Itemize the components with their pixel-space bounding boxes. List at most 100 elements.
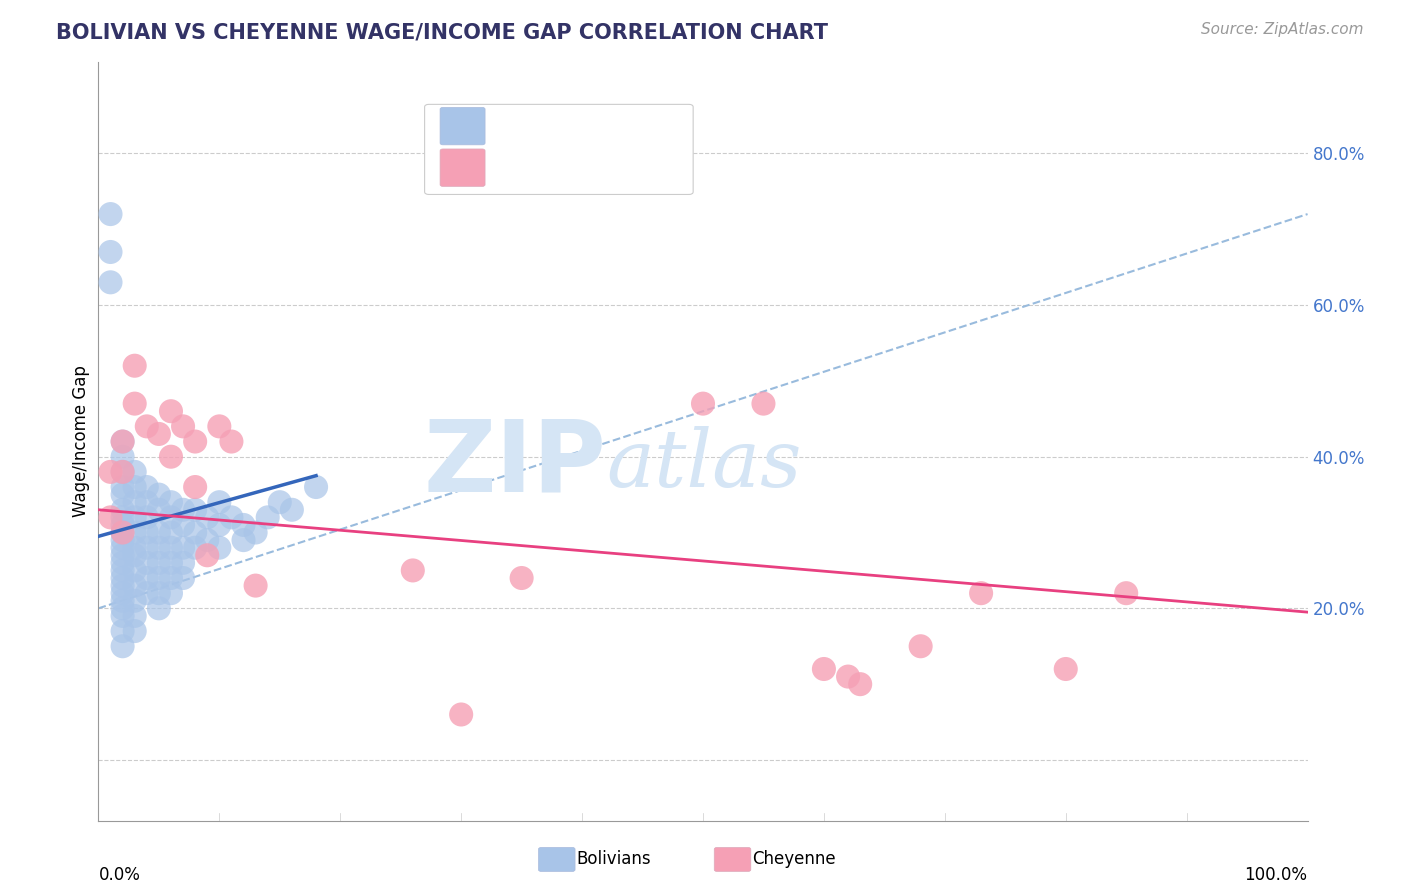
- Point: [160, 571, 183, 585]
- Text: Cheyenne: Cheyenne: [752, 850, 835, 868]
- Point: [184, 480, 207, 494]
- Point: [148, 571, 170, 585]
- Text: -0.213: -0.213: [534, 153, 599, 171]
- Text: 81: 81: [643, 118, 668, 136]
- Point: [111, 525, 134, 540]
- Point: [124, 495, 146, 509]
- Y-axis label: Wage/Income Gap: Wage/Income Gap: [72, 366, 90, 517]
- Point: [172, 571, 194, 585]
- Point: [124, 548, 146, 563]
- Point: [148, 601, 170, 615]
- Point: [124, 609, 146, 624]
- Point: [100, 510, 122, 524]
- Text: Bolivians: Bolivians: [576, 850, 651, 868]
- Point: [111, 450, 134, 464]
- Point: [184, 525, 207, 540]
- Point: [160, 495, 183, 509]
- Text: BOLIVIAN VS CHEYENNE WAGE/INCOME GAP CORRELATION CHART: BOLIVIAN VS CHEYENNE WAGE/INCOME GAP COR…: [56, 22, 828, 42]
- Point: [752, 396, 775, 410]
- Point: [124, 510, 146, 524]
- Point: [111, 517, 134, 532]
- Point: [160, 510, 183, 524]
- Point: [232, 533, 254, 548]
- Point: [184, 434, 207, 449]
- Point: [172, 419, 194, 434]
- Point: [195, 510, 218, 524]
- Point: [148, 487, 170, 501]
- Point: [160, 450, 183, 464]
- Point: [402, 564, 425, 578]
- Point: [160, 556, 183, 570]
- Point: [111, 487, 134, 501]
- Point: [148, 525, 170, 540]
- Point: [135, 571, 157, 585]
- Point: [100, 275, 122, 289]
- Point: [135, 510, 157, 524]
- Point: [124, 396, 146, 410]
- Point: [100, 244, 122, 259]
- Point: [195, 533, 218, 548]
- Point: [849, 677, 872, 691]
- Point: [111, 465, 134, 479]
- Point: [160, 586, 183, 600]
- Point: [111, 556, 134, 570]
- Point: [111, 434, 134, 449]
- Point: [135, 586, 157, 600]
- Point: [232, 517, 254, 532]
- Point: [111, 579, 134, 593]
- Point: [111, 571, 134, 585]
- Point: [256, 510, 278, 524]
- Text: R =: R =: [492, 118, 526, 136]
- Point: [692, 396, 714, 410]
- Point: [160, 541, 183, 555]
- Text: 100.0%: 100.0%: [1244, 866, 1308, 884]
- Point: [1054, 662, 1077, 676]
- Point: [510, 571, 533, 585]
- Point: [148, 556, 170, 570]
- Point: [160, 525, 183, 540]
- Point: [160, 404, 183, 418]
- Point: [172, 517, 194, 532]
- Point: [221, 510, 243, 524]
- Point: [195, 548, 218, 563]
- Point: [111, 465, 134, 479]
- Point: [135, 541, 157, 555]
- Point: [208, 419, 231, 434]
- Point: [124, 579, 146, 593]
- Point: [111, 624, 134, 639]
- Point: [970, 586, 993, 600]
- Point: [124, 465, 146, 479]
- Point: [111, 601, 134, 615]
- Point: [124, 624, 146, 639]
- Point: [124, 541, 146, 555]
- Point: [111, 564, 134, 578]
- Point: [111, 639, 134, 653]
- Point: [148, 503, 170, 517]
- Point: [100, 207, 122, 221]
- Point: [124, 525, 146, 540]
- Point: [111, 548, 134, 563]
- Text: 30: 30: [650, 153, 675, 171]
- Point: [124, 594, 146, 608]
- Point: [148, 541, 170, 555]
- Point: [111, 503, 134, 517]
- Point: [208, 541, 231, 555]
- Point: [837, 669, 859, 684]
- Point: [111, 480, 134, 494]
- Text: Source: ZipAtlas.com: Source: ZipAtlas.com: [1201, 22, 1364, 37]
- Text: atlas: atlas: [606, 425, 801, 503]
- Point: [111, 586, 134, 600]
- Text: N =: N =: [605, 118, 638, 136]
- Point: [135, 419, 157, 434]
- Point: [172, 503, 194, 517]
- Point: [124, 480, 146, 494]
- Text: N =: N =: [612, 153, 645, 171]
- Point: [111, 525, 134, 540]
- Point: [135, 556, 157, 570]
- Point: [111, 510, 134, 524]
- Point: [245, 579, 267, 593]
- Point: [111, 609, 134, 624]
- Point: [172, 541, 194, 555]
- Point: [111, 541, 134, 555]
- Text: 0.0%: 0.0%: [98, 866, 141, 884]
